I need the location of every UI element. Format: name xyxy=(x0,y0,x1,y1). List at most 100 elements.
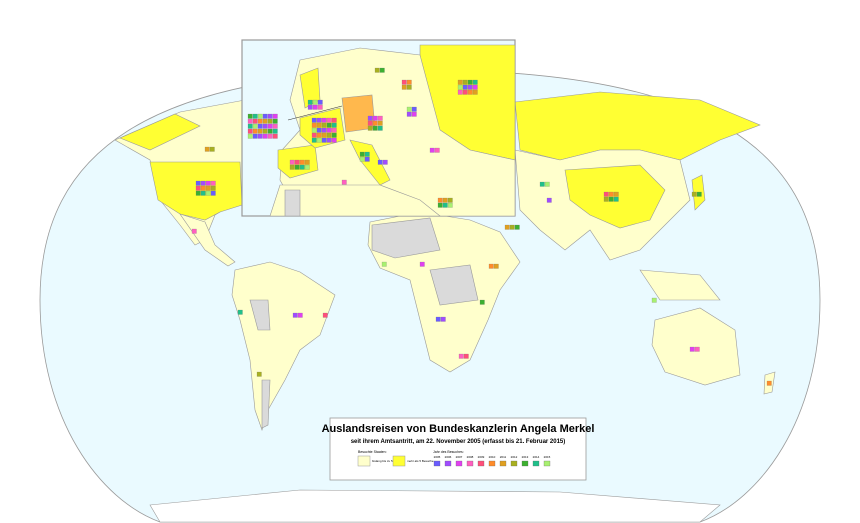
year-label: 2005 xyxy=(434,455,441,459)
visit-marker xyxy=(210,180,216,186)
visit-marker xyxy=(200,180,206,186)
many-visits-label: mehr als 5 Besuche xyxy=(407,459,434,463)
year-swatch xyxy=(444,460,452,467)
visit-marker xyxy=(467,79,473,85)
visit-marker xyxy=(257,123,263,129)
visit-marker xyxy=(406,106,412,112)
visit-marker xyxy=(272,118,278,124)
visit-marker xyxy=(205,185,211,191)
visit-markers xyxy=(191,67,772,386)
visit-marker xyxy=(294,159,300,165)
visit-marker xyxy=(331,117,337,123)
alaska-canada xyxy=(119,113,201,151)
visit-marker xyxy=(367,115,373,121)
visit-marker xyxy=(257,128,263,134)
visit-marker xyxy=(210,190,216,196)
visit-marker xyxy=(359,156,365,162)
few-visits-swatch xyxy=(357,455,371,467)
visit-marker xyxy=(372,120,378,126)
visit-marker xyxy=(447,202,453,208)
visit-marker xyxy=(331,132,337,138)
visit-marker xyxy=(488,263,494,269)
visit-marker xyxy=(411,111,417,117)
visit-marker xyxy=(326,137,332,143)
visit-marker xyxy=(247,118,253,124)
legend-box xyxy=(329,417,587,481)
year-swatch xyxy=(543,460,551,467)
visit-marker xyxy=(442,197,448,203)
visit-marker xyxy=(272,133,278,139)
year-label: 2015 xyxy=(544,455,551,459)
year-label: 2006 xyxy=(445,455,452,459)
visit-marker xyxy=(262,123,268,129)
visit-marker xyxy=(467,84,473,90)
visit-marker xyxy=(603,191,609,197)
year-label: 2008 xyxy=(467,455,474,459)
visit-marker xyxy=(509,224,515,230)
visit-marker xyxy=(341,179,347,185)
visit-marker xyxy=(694,346,700,352)
visit-marker xyxy=(472,84,478,90)
visit-marker xyxy=(195,185,201,191)
visit-marker xyxy=(359,151,365,157)
visit-marker xyxy=(401,79,407,85)
visit-marker xyxy=(539,181,545,187)
visit-marker xyxy=(691,191,697,197)
many-visits-swatch xyxy=(392,455,406,467)
year-label: 2014 xyxy=(533,455,540,459)
visit-marker xyxy=(457,84,463,90)
visit-marker xyxy=(195,180,201,186)
year-label: 2013 xyxy=(522,455,529,459)
visit-marker xyxy=(766,380,772,386)
visit-marker xyxy=(311,137,317,143)
visit-marker xyxy=(257,118,263,124)
visit-marker xyxy=(272,113,278,119)
visit-marker xyxy=(200,185,206,191)
visit-marker xyxy=(237,309,243,315)
australia xyxy=(651,307,741,386)
visit-marker xyxy=(406,84,412,90)
bolivia xyxy=(249,299,271,331)
year-label: 2011 xyxy=(500,455,507,459)
states-heading: Besuchte Staaten: xyxy=(358,450,387,454)
year-swatch xyxy=(488,460,496,467)
visit-marker xyxy=(299,164,305,170)
visit-marker xyxy=(479,299,485,305)
visit-marker xyxy=(297,312,303,318)
visit-marker xyxy=(472,89,478,95)
visit-marker xyxy=(493,263,499,269)
visit-marker xyxy=(316,127,322,133)
visit-marker xyxy=(307,99,313,105)
visit-marker xyxy=(544,181,550,187)
visit-marker xyxy=(322,312,328,318)
visit-marker xyxy=(252,118,258,124)
visit-marker xyxy=(411,106,417,112)
visit-marker xyxy=(267,128,273,134)
visit-marker xyxy=(326,132,332,138)
visit-marker xyxy=(311,122,317,128)
year-label: 2009 xyxy=(478,455,485,459)
visit-marker xyxy=(195,190,201,196)
visit-marker xyxy=(440,316,446,322)
visit-marker xyxy=(514,224,520,230)
central-america xyxy=(179,213,236,267)
visit-marker xyxy=(267,113,273,119)
visit-marker xyxy=(256,371,262,377)
visit-marker xyxy=(321,132,327,138)
visit-marker xyxy=(447,197,453,203)
visit-marker xyxy=(316,122,322,128)
indonesia xyxy=(639,269,721,301)
few-visits-label: bislang bis zu 5 Besuche xyxy=(372,459,406,463)
visit-marker xyxy=(257,113,263,119)
sahel xyxy=(371,217,441,259)
visit-marker xyxy=(603,196,609,202)
visit-marker xyxy=(377,115,383,121)
pointer-line xyxy=(287,105,343,121)
legend-title: Auslandsreisen von Bundeskanzlerin Angel… xyxy=(322,423,595,435)
visit-marker xyxy=(364,151,370,157)
visit-marker xyxy=(252,123,258,129)
year-label: 2007 xyxy=(456,455,463,459)
visit-marker xyxy=(247,113,253,119)
year-swatch xyxy=(532,460,540,467)
central-africa xyxy=(429,264,479,306)
